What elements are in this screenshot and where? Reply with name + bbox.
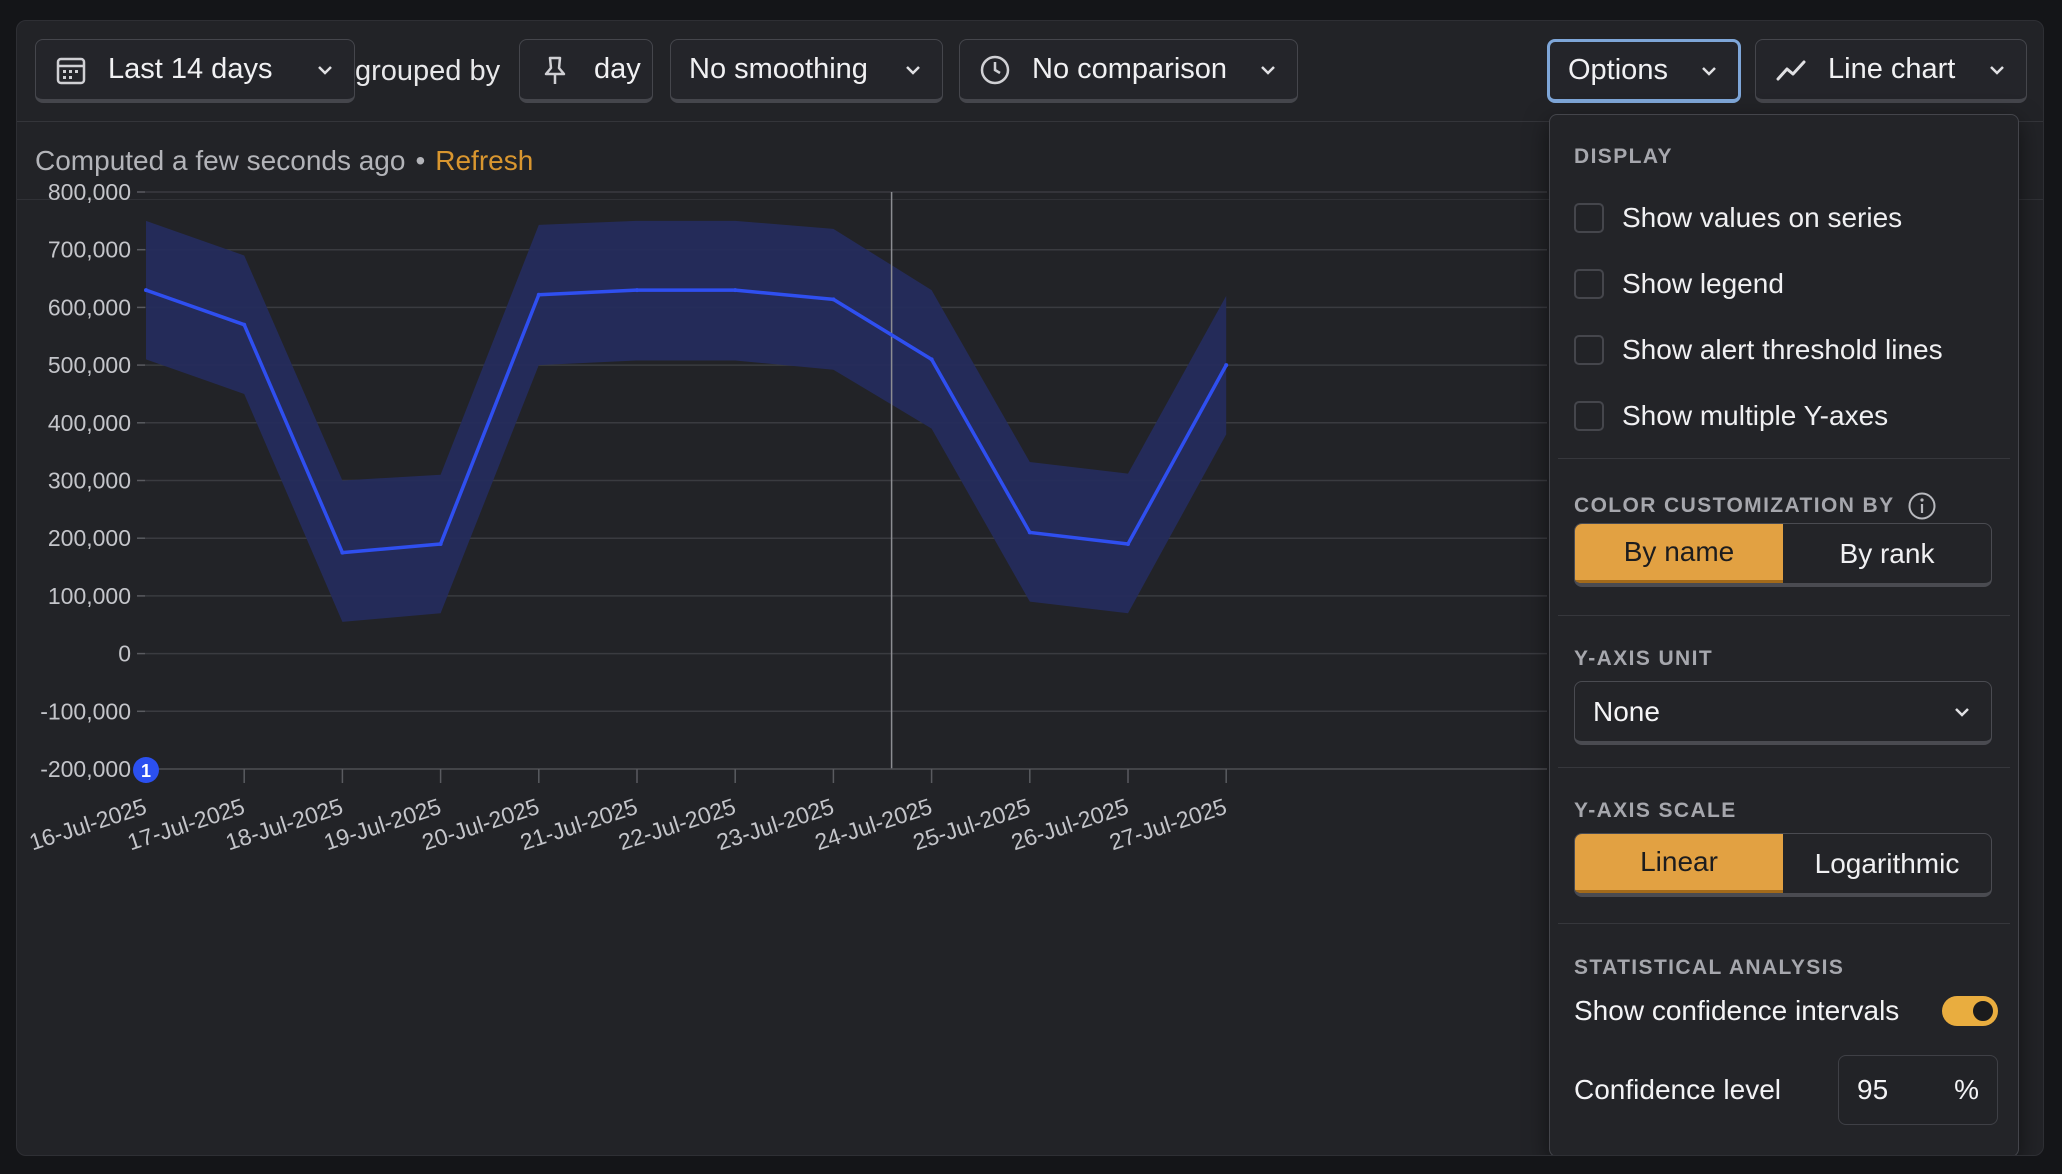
divider [1558,615,2010,616]
color-section-label: COLOR CUSTOMIZATION BY [1574,494,1895,517]
smoothing-button[interactable]: No smoothing [670,39,943,103]
date-range-button[interactable]: Last 14 days [35,39,355,103]
show-alert-thresholds-checkbox[interactable]: Show alert threshold lines [1574,334,1943,366]
confidence-intervals-row: Show confidence intervals [1574,995,1998,1027]
confidence-intervals-label: Show confidence intervals [1574,995,1900,1026]
y-tick-label: 700,000 [48,237,131,263]
data-point [1126,541,1130,546]
divider [1558,923,2010,924]
y-tick-label: 100,000 [48,583,131,609]
data-point [733,288,738,293]
show-values-checkbox[interactable]: Show values on series [1574,202,1902,234]
logarithmic-option[interactable]: Logarithmic [1814,847,1960,879]
options-button[interactable]: Options [1547,39,1741,103]
y-tick-label: -100,000 [40,698,131,724]
chart-type-button[interactable]: Line chart [1755,39,2027,103]
interval-label: day [594,53,641,85]
confidence-level-value: 95 [1857,1074,1889,1105]
checkbox[interactable] [1574,269,1604,299]
show-legend-checkbox[interactable]: Show legend [1574,268,1784,300]
by-name-option[interactable]: By name [1575,524,1783,583]
grouped-by-label: grouped by [355,55,501,87]
checkbox-label: Show multiple Y-axes [1622,400,1889,431]
date-range-label: Last 14 days [108,53,273,85]
annotation-badge[interactable] [133,757,159,783]
checkbox[interactable] [1574,335,1604,365]
linear-option[interactable]: Linear [1575,834,1783,893]
percent-unit: % [1954,1074,1979,1105]
interval-button[interactable]: day [519,39,653,103]
checkbox-label: Show legend [1622,268,1784,299]
computed-text: Computed a few seconds ago [35,145,406,176]
checkbox[interactable] [1574,401,1604,431]
data-point [536,292,541,297]
info-icon[interactable] [1907,491,1937,521]
chevron-down-icon [1698,60,1720,82]
y-scale-toggle: Linear Logarithmic [1574,833,1992,897]
divider [1558,458,2010,459]
clock-icon [978,53,1012,87]
confidence-band [146,220,1227,622]
confidence-level-label: Confidence level [1574,1074,1782,1105]
status-separator: • [415,145,426,176]
chevron-down-icon [314,59,336,81]
series-line [145,288,1228,555]
chart-type-label: Line chart [1828,53,1956,85]
data-point [242,322,247,327]
divider [17,199,2043,200]
confidence-level-input[interactable]: 95 % [1838,1055,1998,1125]
options-dropdown: DISPLAY Show values on series Show legen… [1549,114,2019,1155]
chevron-down-icon [1986,59,2008,81]
line-chart-icon [1774,53,1808,87]
data-point [929,357,934,362]
display-section-title: DISPLAY [1574,145,1673,168]
chevron-down-icon [1257,59,1279,81]
y-tick-label: 800,000 [48,179,131,205]
data-point [831,297,836,302]
confidence-intervals-toggle[interactable] [1942,996,1998,1026]
data-point [144,288,148,293]
checkbox-label: Show alert threshold lines [1622,334,1943,365]
comparison-label: No comparison [1032,53,1228,85]
y-tick-label: 0 [118,641,131,667]
smoothing-label: No smoothing [689,53,868,85]
color-section-title: COLOR CUSTOMIZATION BY [1574,491,1937,521]
data-point [1027,530,1032,535]
y-tick-label: -200,000 [40,756,131,782]
checkbox-label: Show values on series [1622,202,1903,233]
divider [1558,767,2010,768]
calendar-icon [54,53,88,87]
y-unit-value: None [1593,695,1660,727]
data-point [340,550,345,555]
data-point [635,288,639,293]
y-scale-section-title: Y-AXIS SCALE [1574,799,1737,822]
y-unit-section-title: Y-AXIS UNIT [1574,647,1714,670]
stats-section-title: STATISTICAL ANALYSIS [1574,956,1845,979]
insight-panel: Last 14 days grouped by day No smoothing… [16,20,2044,1156]
comparison-button[interactable]: No comparison [959,39,1298,103]
confidence-level-row: Confidence level 95 % [1574,1055,1998,1125]
y-tick-label: 500,000 [48,352,131,378]
line-chart: 800,000 700,000 600,000 500,000 400,000 300,0… [26,179,1547,855]
y-unit-select[interactable]: None [1574,681,1992,745]
data-point [1224,363,1229,368]
by-rank-option[interactable]: By rank [1839,537,1935,569]
data-point [438,541,443,546]
checkbox[interactable] [1574,203,1604,233]
toggle-knob [1971,999,1995,1023]
y-tick-label: 200,000 [48,525,131,551]
color-customization-toggle: By name By rank [1574,523,1992,587]
annotation-badge-label: 1 [141,761,151,781]
y-tick-label: 600,000 [48,294,131,320]
compute-status: Computed a few seconds ago • Refresh [35,145,533,177]
y-tick-label: 400,000 [48,410,131,436]
pin-icon [538,53,572,87]
chevron-down-icon [902,59,924,81]
show-multiple-y-axes-checkbox[interactable]: Show multiple Y-axes [1574,400,1888,432]
chevron-down-icon [1951,701,1973,723]
options-label: Options [1568,54,1668,86]
y-tick-label: 300,000 [48,468,131,494]
refresh-link[interactable]: Refresh [435,145,534,176]
toolbar: Last 14 days grouped by day No smoothing… [17,21,2043,122]
